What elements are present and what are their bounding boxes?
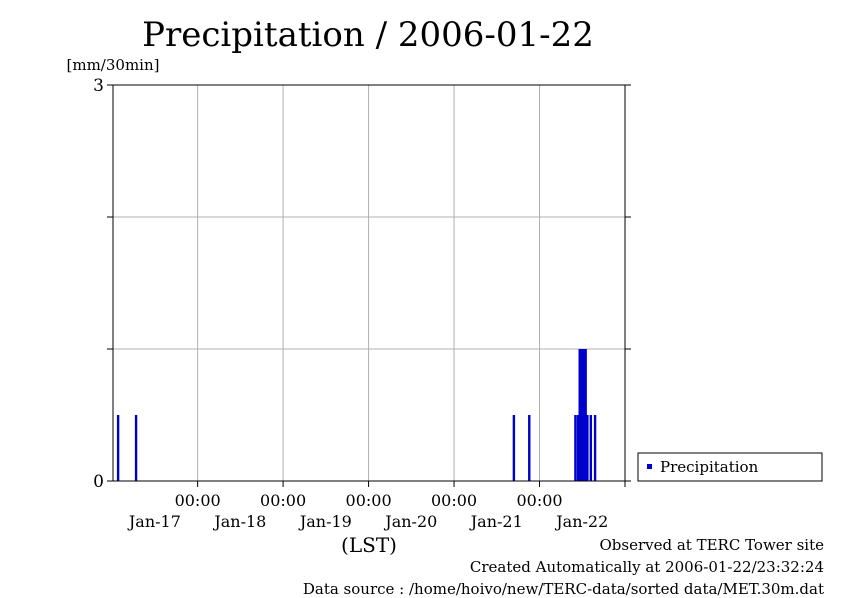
- x-tick-time-label: 00:00: [175, 491, 221, 510]
- x-tick-time-label: 00:00: [516, 491, 562, 510]
- precipitation-bar: [593, 415, 597, 481]
- x-tick-date-label: Jan-19: [298, 512, 352, 531]
- legend: Precipitation: [637, 452, 823, 482]
- x-tick-date-label: Jan-18: [212, 512, 266, 531]
- x-axis-label: (LST): [341, 533, 397, 557]
- observed-note: Observed at TERC Tower site: [599, 536, 824, 554]
- precipitation-bar: [589, 415, 593, 481]
- y-tick-label: 0: [93, 472, 104, 492]
- precipitation-bar: [134, 415, 138, 481]
- x-tick-date-label: Jan-22: [554, 512, 608, 531]
- precipitation-bar: [512, 415, 516, 481]
- x-tick-date-label: Jan-17: [127, 512, 181, 531]
- x-tick-date-label: Jan-21: [469, 512, 523, 531]
- legend-label-precipitation: Precipitation: [660, 458, 759, 476]
- legend-box: [637, 452, 823, 482]
- y-axis-unit-label: [mm/30min]: [67, 56, 160, 74]
- precipitation-bar: [116, 415, 120, 481]
- precipitation-bar: [584, 349, 587, 481]
- legend-swatch: [647, 464, 652, 469]
- precipitation-bar: [528, 415, 531, 481]
- x-tick-date-label: Jan-20: [383, 512, 437, 531]
- precipitation-series: [116, 349, 597, 481]
- x-tick-time-label: 00:00: [431, 491, 477, 510]
- data-source-note: Data source : /home/hoivo/new/TERC-data/…: [302, 580, 824, 598]
- precipitation-bar: [576, 415, 580, 481]
- y-tick-label: 3: [93, 76, 104, 96]
- created-note: Created Automatically at 2006-01-22/23:3…: [469, 558, 824, 576]
- grid-lines: [113, 85, 626, 481]
- x-axis: 00:00 00:00 00:00 00:00 00:00 Jan-17 Jan-18 Jan…: [127, 481, 626, 531]
- chart-title: Precipitation / 2006-01-22: [142, 15, 594, 55]
- y-axis: 03: [93, 76, 631, 492]
- x-tick-time-label: 00:00: [260, 491, 306, 510]
- x-tick-time-label: 00:00: [346, 491, 392, 510]
- precipitation-bar: [574, 415, 577, 481]
- precipitation-bar: [586, 415, 589, 481]
